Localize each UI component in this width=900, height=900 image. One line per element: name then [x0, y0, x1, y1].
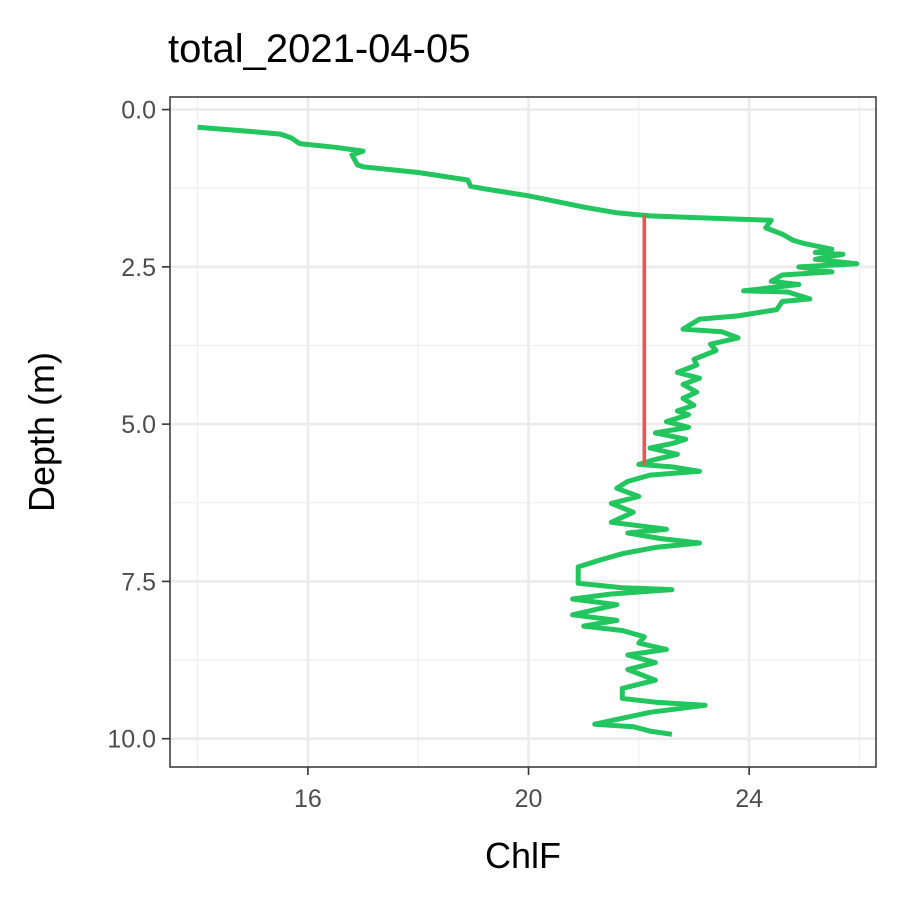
grid-major [170, 97, 876, 767]
chlf-profile-line [197, 124, 860, 737]
plot-border [169, 96, 877, 768]
x-tick-label: 24 [735, 785, 763, 813]
x-axis-title: ChlF [485, 835, 561, 876]
series-layer [197, 124, 860, 737]
y-tick-label: 7.5 [121, 568, 156, 596]
y-axis: 0.0 2.5 5.0 7.5 10.0 [107, 97, 170, 754]
grid-minor [170, 97, 876, 767]
plot-panel [170, 97, 876, 767]
y-tick-label: 10.0 [107, 726, 156, 754]
y-axis-title: Depth (m) [21, 352, 62, 512]
x-tick-label: 20 [515, 785, 543, 813]
y-tick-label: 0.0 [121, 97, 156, 125]
y-tick-label: 5.0 [121, 411, 156, 439]
x-tick-label: 16 [294, 785, 322, 813]
y-tick-label: 2.5 [121, 254, 156, 282]
x-axis: 16 20 24 [294, 767, 763, 813]
chart-title: total_2021-04-05 [168, 27, 470, 71]
